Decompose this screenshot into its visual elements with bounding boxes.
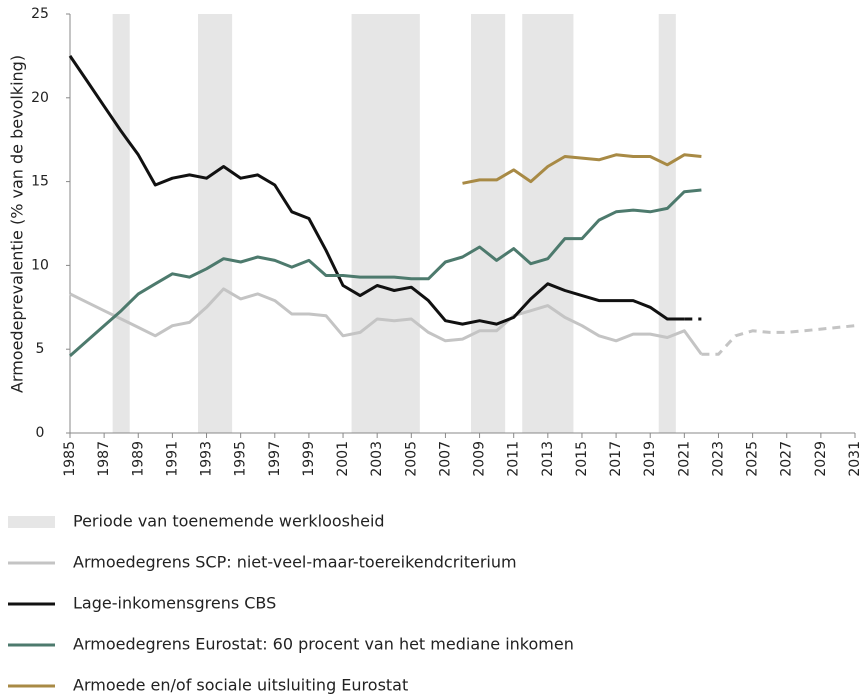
x-tick-label: 2005 (403, 441, 419, 477)
series-line (69, 188, 702, 358)
unemployment-period (471, 14, 506, 433)
x-tick-label: 2001 (335, 441, 351, 477)
y-tick-label: 5 (36, 341, 45, 357)
x-tick-label: 2021 (676, 441, 692, 477)
legend-label: Armoedegrens SCP: niet-veel-maar-toereik… (73, 553, 517, 572)
x-tick-label: 1987 (96, 441, 112, 477)
x-tick-label: 1999 (301, 441, 317, 477)
legend-label: Periode van toenemende werkloosheid (73, 512, 385, 531)
x-tick-label: 2015 (574, 441, 590, 477)
y-tick-label: 15 (31, 174, 49, 190)
unemployment-period (351, 14, 420, 433)
x-tick-label: 2003 (369, 441, 385, 477)
x-tick-label: 1995 (233, 441, 249, 477)
series-line (462, 153, 702, 185)
legend: Periode van toenemende werkloosheid Armoe… (8, 512, 574, 695)
x-tick-label: 1991 (164, 441, 180, 477)
series-line (68, 55, 685, 326)
unemployment-period (197, 14, 233, 433)
x-tick-label: 2007 (437, 441, 453, 477)
x-tick-label: 2031 (847, 441, 863, 477)
x-tick-label: 2011 (506, 441, 522, 477)
unemployment-period (112, 14, 130, 433)
x-tick-label: 2017 (608, 441, 624, 477)
x-tick-label: 2009 (472, 441, 488, 477)
x-tick-label: 2025 (745, 441, 761, 477)
x-tick-label: 2019 (642, 441, 658, 477)
y-tick-label: 25 (31, 6, 49, 22)
x-tick-label: 1989 (130, 441, 146, 477)
series-line-projection (701, 324, 856, 356)
x-tick-label: 1997 (267, 441, 283, 477)
x-tick-label: 2023 (710, 441, 726, 477)
x-tick-label: 1993 (199, 441, 215, 477)
y-tick-label: 10 (31, 257, 49, 273)
y-tick-label: 20 (31, 90, 49, 106)
x-tick-label: 2013 (540, 441, 556, 477)
unemployment-period (658, 14, 676, 433)
x-tick-label: 1985 (62, 441, 78, 477)
legend-swatch (8, 516, 55, 528)
x-tick-label: 2027 (779, 441, 795, 477)
legend-label: Armoedegrens Eurostat: 60 procent van he… (73, 635, 574, 654)
legend-label: Lage-inkomensgrens CBS (73, 594, 276, 613)
y-tick-label: 0 (36, 425, 45, 441)
x-tick-label: 2029 (813, 441, 829, 477)
unemployment-period (522, 14, 574, 433)
series-line (69, 287, 703, 356)
legend-label: Armoede en/of sociale uitsluiting Eurost… (73, 676, 408, 695)
y-axis-label: Armoedeprevalentie (% van de bevolking) (8, 55, 27, 393)
